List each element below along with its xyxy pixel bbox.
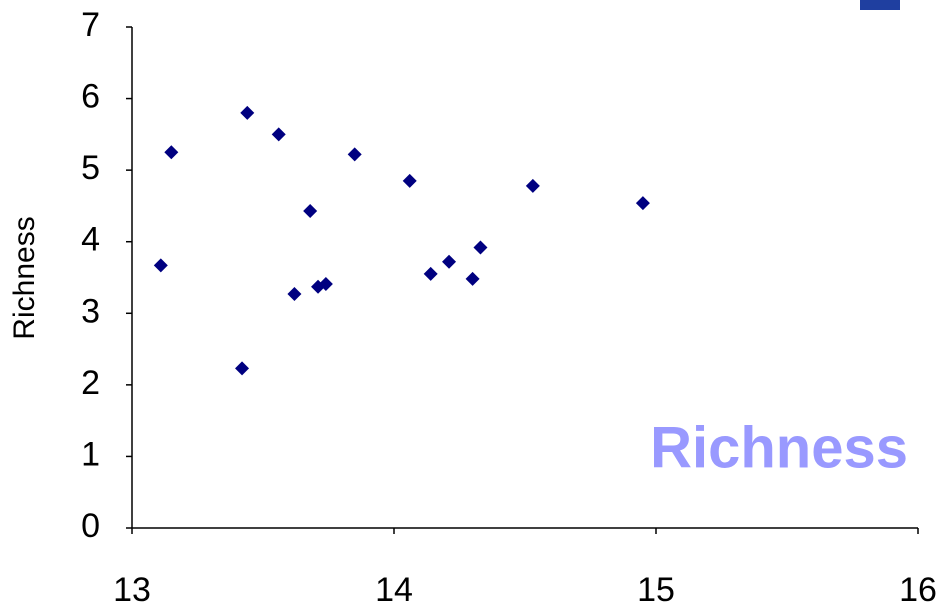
point	[635, 196, 650, 211]
point	[240, 105, 255, 120]
y-tick-label: 4	[81, 221, 100, 259]
point	[423, 266, 438, 281]
x-tick-label: 15	[637, 571, 675, 609]
point	[465, 271, 480, 286]
point	[153, 258, 168, 273]
y-tick-label: 2	[81, 364, 100, 402]
x-tick-label: 13	[113, 571, 151, 609]
y-axis-label: Richness	[8, 216, 41, 339]
point	[525, 178, 540, 193]
y-tick-label: 3	[81, 292, 100, 330]
y-tick-label: 1	[81, 435, 100, 473]
point	[164, 145, 179, 160]
point	[318, 276, 333, 291]
y-tick-label: 6	[81, 78, 100, 116]
point	[271, 127, 286, 142]
point	[303, 203, 318, 218]
point	[235, 361, 250, 376]
y-tick-label: 0	[81, 507, 100, 545]
y-tick-label: 5	[81, 149, 100, 187]
x-tick-label: 14	[375, 571, 413, 609]
cropped-title-fragment	[860, 0, 900, 10]
y-tick-label: 7	[81, 6, 100, 44]
annotation: Richness	[650, 415, 908, 480]
point	[402, 173, 417, 188]
point	[287, 286, 302, 301]
point	[442, 254, 457, 269]
point	[347, 147, 362, 162]
point	[473, 240, 488, 255]
x-tick-label: 16	[899, 571, 937, 609]
